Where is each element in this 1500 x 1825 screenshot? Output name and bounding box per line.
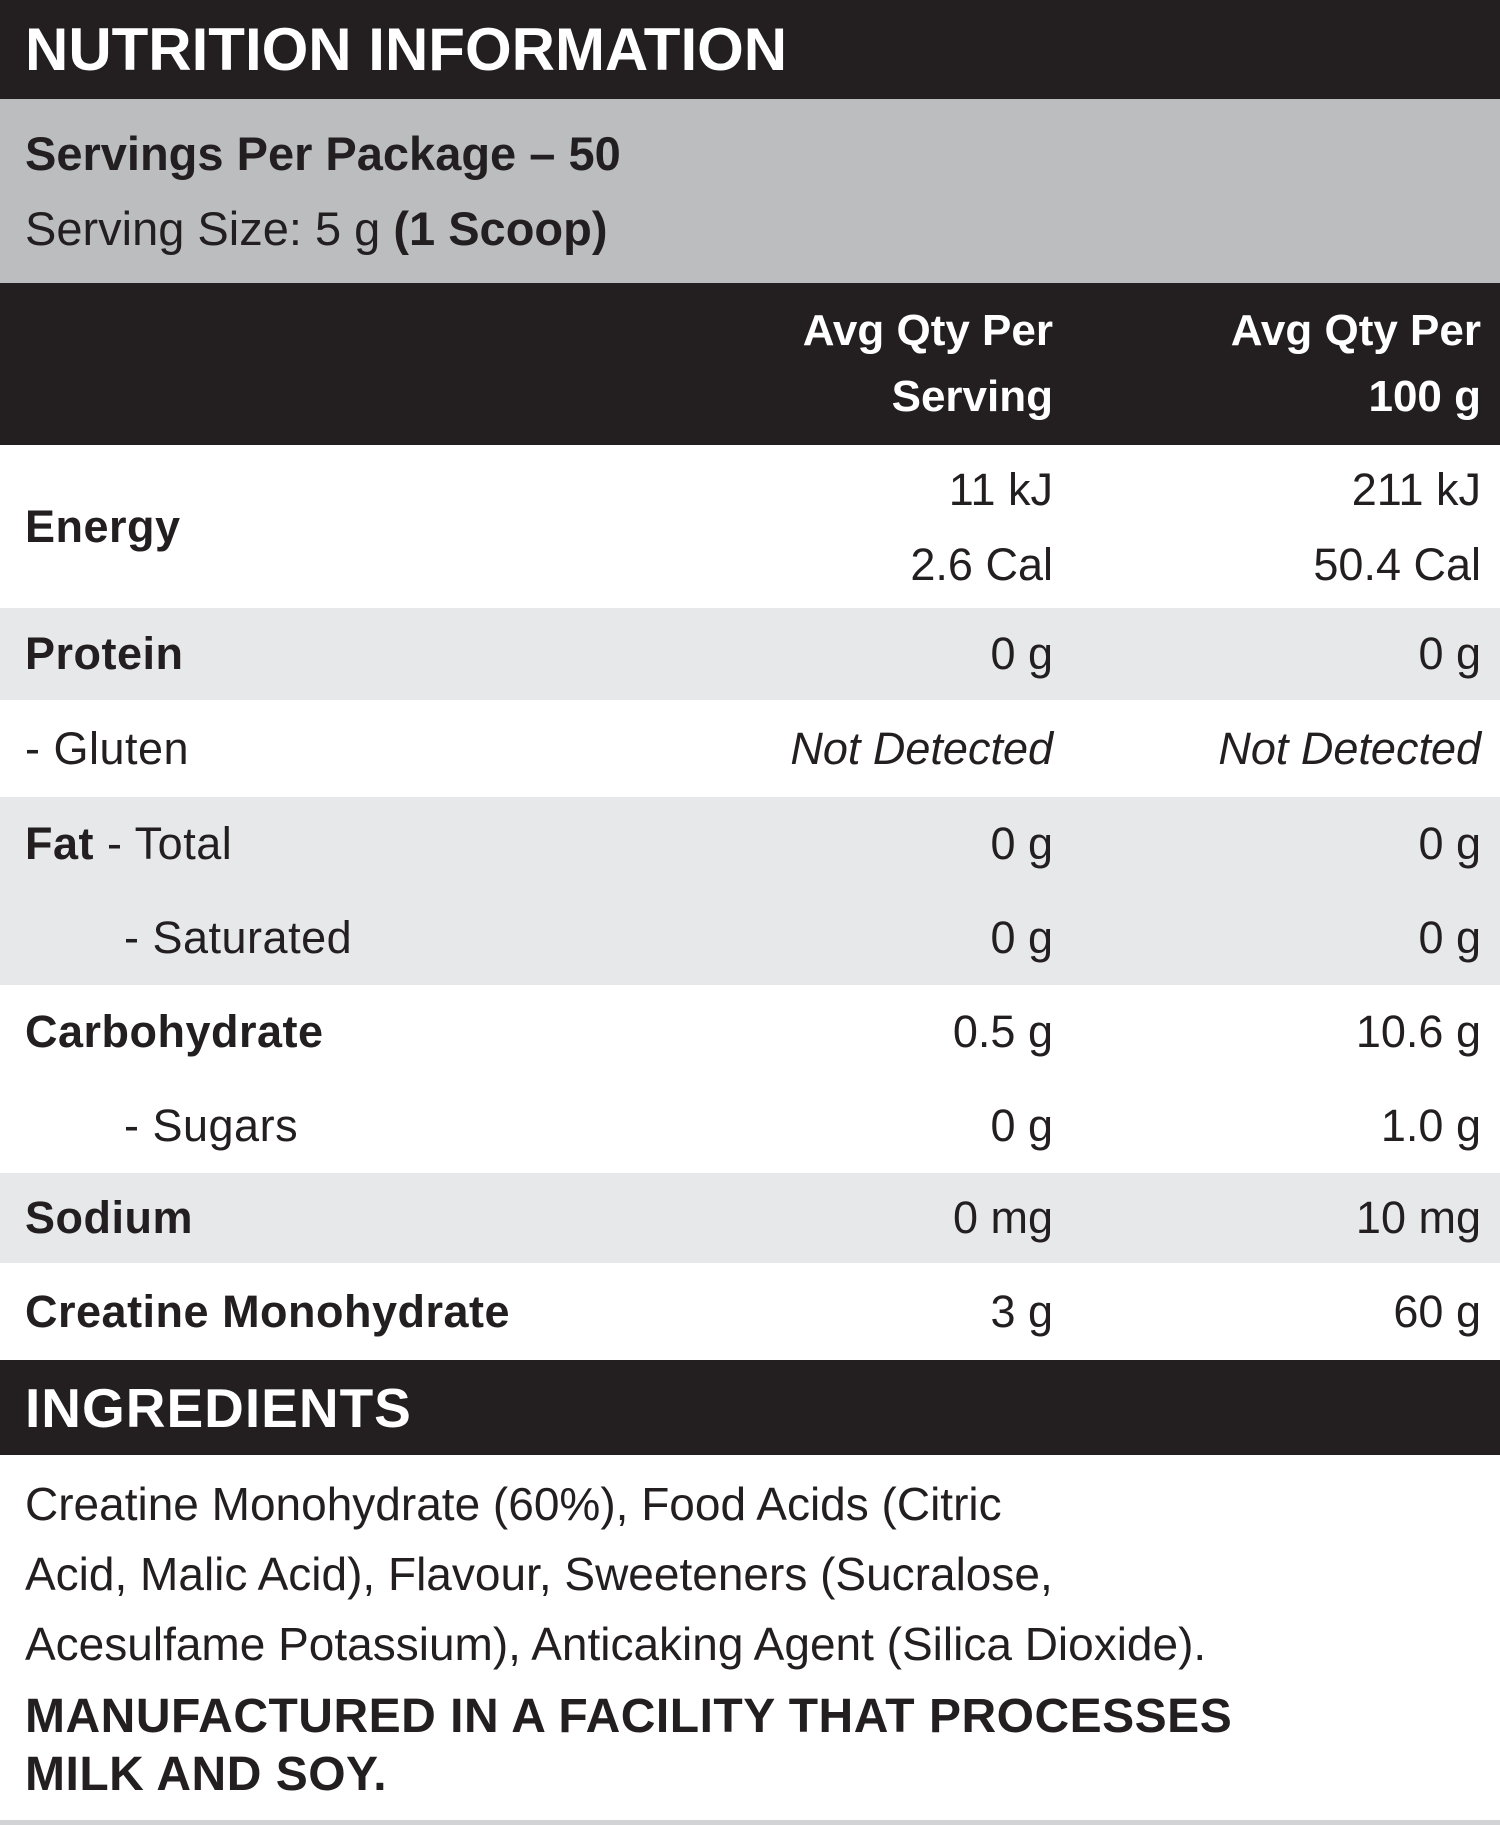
fat-label-rest: - Total bbox=[94, 818, 233, 869]
bottom-edge-strip bbox=[0, 1820, 1500, 1825]
ingredients-heading: INGREDIENTS bbox=[25, 1376, 412, 1439]
row-sodium: Sodium 0 mg 10 mg bbox=[0, 1173, 1500, 1263]
protein-serving-value: 0 g bbox=[990, 628, 1053, 679]
sodium-100g-value: 10 mg bbox=[1355, 1192, 1481, 1243]
saturated-100g-value: 0 g bbox=[1418, 912, 1481, 963]
column-header-band: Avg Qty Per Serving Avg Qty Per 100 g bbox=[0, 283, 1500, 445]
energy-100g-cal: 50.4 Cal bbox=[1313, 538, 1481, 590]
creatine-100g-value: 60 g bbox=[1393, 1285, 1481, 1337]
sugars-100g-value: 1.0 g bbox=[1380, 1100, 1481, 1151]
saturated-label: - Saturated bbox=[124, 912, 353, 963]
carbohydrate-label: Carbohydrate bbox=[25, 1006, 324, 1057]
protein-label: Protein bbox=[25, 628, 184, 679]
carbohydrate-100g-value: 10.6 g bbox=[1355, 1006, 1481, 1057]
fat-block: Fat - Total 0 g 0 g - Saturated 0 g 0 g bbox=[0, 797, 1500, 985]
serving-size: Serving Size: 5 g (1 Scoop) bbox=[25, 201, 1500, 256]
fat-label-bold: Fat bbox=[25, 818, 94, 869]
ingredients-header-bar: INGREDIENTS bbox=[0, 1360, 1500, 1455]
sodium-label: Sodium bbox=[25, 1192, 193, 1243]
row-creatine-monohydrate: Creatine Monohydrate 3 g 60 g bbox=[0, 1263, 1500, 1360]
serving-size-text: Serving Size: 5 g bbox=[25, 202, 394, 255]
allergen-line-1: MANUFACTURED IN A FACILITY THAT PROCESSE… bbox=[25, 1690, 1233, 1743]
gluten-serving-value: Not Detected bbox=[790, 722, 1053, 774]
sugars-serving-value: 0 g bbox=[990, 1100, 1053, 1151]
row-protein: Protein 0 g 0 g bbox=[0, 608, 1500, 700]
ingredients-line-2: Acid, Malic Acid), Flavour, Sweeteners (… bbox=[25, 1548, 1053, 1600]
ingredients-line-3: Acesulfame Potassium), Anticaking Agent … bbox=[25, 1618, 1207, 1670]
serving-info-band: Servings Per Package – 50 Serving Size: … bbox=[0, 99, 1500, 283]
energy-serving-cal: 2.6 Cal bbox=[910, 538, 1053, 590]
energy-100g-kj: 211 kJ bbox=[1351, 463, 1481, 515]
ingredients-line-1: Creatine Monohydrate (60%), Food Acids (… bbox=[25, 1478, 1002, 1530]
serving-size-scoop: (1 Scoop) bbox=[393, 202, 608, 255]
carbohydrate-serving-value: 0.5 g bbox=[952, 1006, 1053, 1057]
ingredients-text: Creatine Monohydrate (60%), Food Acids (… bbox=[0, 1455, 1500, 1679]
col1-line2: Serving bbox=[891, 372, 1053, 421]
energy-serving-value: 11 kJ 2.6 Cal bbox=[703, 452, 1053, 602]
protein-100g-value: 0 g bbox=[1418, 628, 1481, 679]
fat-total-label: Fat - Total bbox=[25, 818, 703, 870]
allergen-statement: MANUFACTURED IN A FACILITY THAT PROCESSE… bbox=[0, 1679, 1500, 1804]
energy-label: Energy bbox=[25, 500, 181, 552]
row-saturated: - Saturated 0 g 0 g bbox=[0, 891, 1500, 985]
allergen-line-2: MILK AND SOY. bbox=[25, 1748, 388, 1801]
creatine-monohydrate-label: Creatine Monohydrate bbox=[25, 1285, 511, 1337]
energy-serving-kj: 11 kJ bbox=[948, 463, 1053, 515]
sugars-label: - Sugars bbox=[124, 1100, 299, 1151]
col2-line1: Avg Qty Per bbox=[1230, 306, 1481, 355]
page-title: NUTRITION INFORMATION bbox=[25, 16, 788, 83]
fat-total-100g-value: 0 g bbox=[1418, 818, 1481, 869]
energy-100g-value: 211 kJ 50.4 Cal bbox=[1053, 452, 1481, 602]
col2-line2: 100 g bbox=[1368, 372, 1481, 421]
gluten-label: - Gluten bbox=[25, 722, 190, 774]
row-fat-total: Fat - Total 0 g 0 g bbox=[0, 797, 1500, 891]
column-header-per-100g: Avg Qty Per 100 g bbox=[1053, 298, 1481, 430]
row-sugars: - Sugars 0 g 1.0 g bbox=[0, 1079, 1500, 1173]
row-gluten: - Gluten Not Detected Not Detected bbox=[0, 700, 1500, 797]
saturated-serving-value: 0 g bbox=[990, 912, 1053, 963]
nutrition-information-header-bar: NUTRITION INFORMATION bbox=[0, 0, 1500, 99]
servings-per-package: Servings Per Package – 50 bbox=[25, 127, 621, 180]
column-header-per-serving: Avg Qty Per Serving bbox=[803, 298, 1053, 430]
col1-line1: Avg Qty Per bbox=[802, 306, 1053, 355]
fat-total-serving-value: 0 g bbox=[990, 818, 1053, 869]
sodium-serving-value: 0 mg bbox=[952, 1192, 1053, 1243]
row-carbohydrate: Carbohydrate 0.5 g 10.6 g bbox=[0, 985, 1500, 1079]
gluten-100g-value: Not Detected bbox=[1218, 722, 1481, 774]
creatine-serving-value: 3 g bbox=[990, 1285, 1053, 1337]
row-energy: Energy 11 kJ 2.6 Cal 211 kJ 50.4 Cal bbox=[0, 445, 1500, 608]
